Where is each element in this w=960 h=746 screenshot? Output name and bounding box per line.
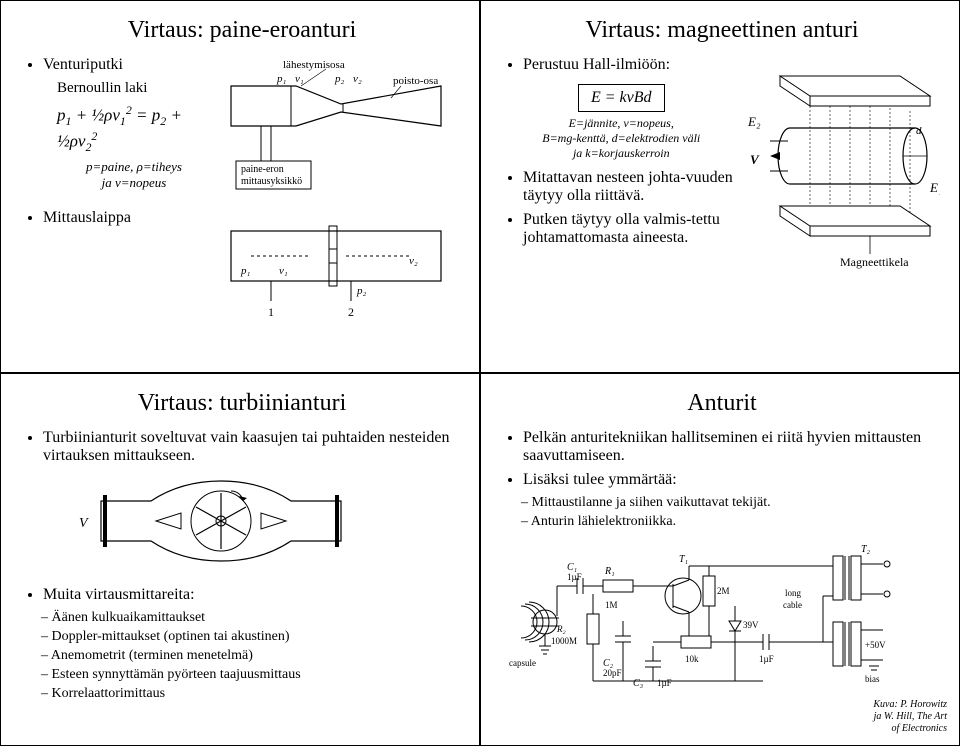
svg-text:v₁: v₁ [295,73,304,85]
svg-text:10k: 10k [685,654,699,664]
svg-text:1M: 1M [605,600,618,610]
bullet-orifice: Mittauslaippa [43,209,211,227]
sub-correlator: Korrelaattorimittaus [41,686,461,702]
bernoulli-label: Bernoullin laki [57,80,211,97]
sub-anemometer: Anemometrit (terminen menetelmä) [41,648,461,664]
hall-note-2: B=mg-kenttä, d=elektrodien väli [503,131,740,146]
slide-magnetic-sensor: Virtaus: magneettinen anturi Perustuu Ha… [480,0,960,373]
svg-text:39V: 39V [743,620,759,630]
sub-situation: Mittaustilanne ja siihen vaikuttavat tek… [521,495,941,511]
slide-turbine-sensor: Virtaus: turbiinianturi Turbiinianturit … [0,373,480,746]
bullet-venturi: Venturiputki [43,56,211,74]
turbine-diagram: V [23,471,461,576]
slide-title: Virtaus: turbiinianturi [23,390,461,417]
svg-text:v₂: v₂ [353,73,362,85]
sub-vortex: Esteen synnyttämän pyörteen taajuusmitta… [41,667,461,683]
sub-doppler: Doppler-mittaukset (optinen tai akustine… [41,629,461,645]
svg-text:E₂: E₂ [747,114,761,129]
svg-text:2: 2 [348,305,354,319]
bullet-nonconductive: Putken täytyy olla valmis-tettu johtamat… [523,211,740,247]
svg-text:1µF: 1µF [657,678,672,688]
svg-text:p₂: p₂ [356,285,367,297]
hall-equation: E = kvBd [578,84,665,112]
eq-note-2: ja v=nopeus [57,175,211,191]
bernoulli-equation: p1 + ½ρv12 = p2 + ½ρv22 [57,103,211,155]
svg-text:C₃: C₃ [633,678,644,689]
svg-text:20pF: 20pF [603,668,622,678]
hall-note-3: ja k=korjauskerroin [503,146,740,161]
svg-text:R₁: R₁ [604,566,615,577]
slide-pressure-sensor: Virtaus: paine-eroanturi Venturiputki Be… [0,0,480,373]
sub-acoustic: Äänen kulkuaikamittaukset [41,610,461,626]
bullet-turbine: Turbiinianturit soveltuvat vain kaasujen… [43,429,461,465]
svg-text:2M: 2M [717,586,730,596]
svg-text:1000M: 1000M [551,636,577,646]
svg-text:V: V [750,152,760,167]
sub-electronics: Anturin lähielektroniikka. [521,514,941,530]
svg-text:mittausyksikkö: mittausyksikkö [241,176,302,187]
svg-text:capsule: capsule [509,658,536,668]
bullet-understand: Lisäksi tulee ymmärtää: [523,471,941,489]
svg-text:R₂: R₂ [556,624,566,634]
svg-text:long: long [785,588,802,598]
slide-sensors: Anturit Pelkän anturitekniikan hallitsem… [480,373,960,746]
svg-text:1µF: 1µF [759,654,774,664]
bullet-other-meters: Muita virtausmittareita: [43,586,461,604]
hall-note-1: E=jännite, v=nopeus, [503,116,740,131]
slide-title: Virtaus: paine-eroanturi [23,17,461,44]
svg-text:poisto-osa: poisto-osa [393,75,438,87]
svg-text:bias: bias [865,674,880,684]
svg-text:d: d [916,125,922,137]
venturi-diagram: lähestymisosa poisto-osa paine-eron mitt… [211,56,461,351]
bullet-technique: Pelkän anturitekniikan hallitseminen ei … [523,429,941,465]
magnetic-diagram: d E₂ E₁ V Magneettikela [740,56,941,291]
svg-text:V: V [79,516,89,531]
svg-text:1µF: 1µF [567,572,582,582]
bullet-hall: Perustuu Hall-ilmiöön: [523,56,740,74]
svg-text:+50V: +50V [865,640,886,650]
image-credit: Kuva: P. Horowitz ja W. Hill, The Art of… [873,699,947,735]
svg-text:Magneettikela: Magneettikela [840,255,909,269]
svg-text:v₁: v₁ [279,265,288,277]
bullet-conductivity: Mitattavan nesteen johta-vuuden täytyy o… [523,169,740,205]
svg-text:p₂: p₂ [334,73,345,85]
svg-text:v₂: v₂ [409,255,418,267]
svg-text:p₁: p₁ [276,73,287,85]
svg-text:p₁: p₁ [240,265,251,277]
svg-text:cable: cable [783,600,802,610]
slide-title: Anturit [503,390,941,417]
svg-text:T₂: T₂ [861,544,871,555]
svg-text:lähestymisosa: lähestymisosa [283,59,345,71]
circuit-diagram: capsule C₁ 1µF R₁ 1M [503,536,941,711]
svg-text:paine-eron: paine-eron [241,164,284,175]
eq-note-1: p=paine, ρ=tiheys [57,159,211,175]
svg-text:E₁: E₁ [929,180,940,195]
svg-text:T₁: T₁ [679,554,688,565]
svg-text:1: 1 [268,305,274,319]
slide-title: Virtaus: magneettinen anturi [503,17,941,44]
